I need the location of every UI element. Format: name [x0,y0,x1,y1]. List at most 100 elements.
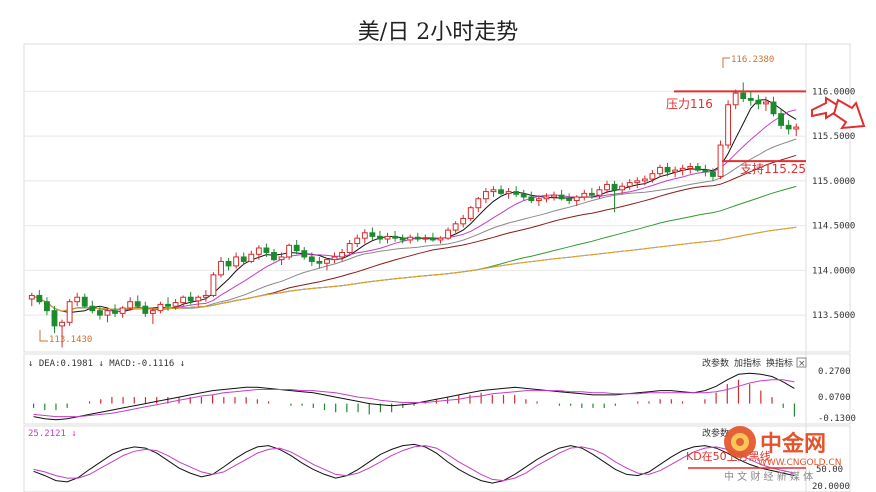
candle [127,297,134,311]
candle [725,100,732,149]
candle [339,248,346,262]
kd-header: 25.2121 ↓ [28,429,77,439]
candle [142,301,149,317]
trend-arrow-down [832,98,866,130]
candle [702,164,709,177]
ma-line-20 [31,138,797,312]
candle [316,256,323,269]
candle [437,236,444,244]
moving-average-lines [31,99,797,314]
candle [498,185,504,196]
candle [543,193,550,203]
candle [482,188,489,204]
candle [202,290,209,302]
candle [619,182,626,195]
candle [445,227,451,240]
candle [520,189,527,201]
candle [747,91,754,106]
macd-close-button[interactable] [796,357,807,368]
macd-histogram [32,379,796,417]
ma-line-10 [31,109,797,312]
candle [225,257,232,271]
candle [210,272,217,298]
macd-close-icon: × [798,359,806,369]
candle [331,252,338,264]
candle [346,239,353,257]
candle [134,295,141,308]
candle [604,180,610,194]
candle [793,123,800,137]
candle [240,252,247,266]
candle [172,299,179,310]
candle [36,290,43,305]
candle [475,196,482,213]
candle [717,140,724,180]
macd-axis-label-bottom: -0.1300 [818,414,856,424]
ma-line-60 [31,185,797,312]
candle [551,191,557,201]
candle [588,188,595,199]
candle [505,188,512,199]
candle [657,164,663,178]
candle [392,230,399,242]
watermark-brand: 中金网 [760,431,826,457]
price-grid [24,90,806,316]
high-marker [722,57,730,68]
candle [324,257,330,271]
watermark-logo [724,426,756,458]
candle [361,229,368,244]
candle [286,243,293,260]
candle [119,306,126,318]
candle [513,186,520,197]
low-marker [39,330,48,342]
price-tick-label: 115.5000 [812,132,855,142]
candle [218,256,224,278]
candle [51,306,58,334]
macd-panel-frame [23,353,851,425]
candle [694,162,701,172]
candle [112,304,118,317]
ma-line-5 [31,99,797,314]
candle [278,252,285,266]
candle [763,96,769,112]
candle [490,186,497,197]
candle [611,180,618,213]
candle [687,162,694,174]
candle [74,292,81,307]
candle [263,243,270,257]
resistance-label: 压力116 [666,97,713,111]
support-label: 支持115.25 [740,161,806,176]
candle [354,234,361,248]
candle [28,292,35,307]
candle [407,234,414,244]
macd-header: ↓ DEA:0.1981 ↓ MACD:-0.1116 ↓ [28,359,185,369]
candle [369,227,376,240]
candle [732,89,739,110]
candle [157,301,164,314]
macd-dif-line [33,372,795,421]
macd-axis-label-mid: 0.0700 [818,393,851,403]
candle [649,170,656,183]
price-tick-label: 114.0000 [812,266,855,276]
candle [626,179,633,190]
ma-line-120 [31,226,797,312]
candle [104,307,111,323]
candle [710,168,716,181]
candle [377,230,383,244]
candle [596,186,603,199]
kd-edit-params-button[interactable]: 改参数 [702,427,729,439]
candle [195,295,202,307]
kd-axis-label-20: 20.0000 [812,482,850,492]
candle [679,164,686,176]
candle [770,96,777,117]
price-tick-label: 115.0000 [812,177,855,187]
candle [187,291,194,305]
candle [89,300,96,314]
candle [399,234,406,244]
price-axis: 113.5000 114.0000 114.5000 115.0000 115.5000… [812,87,855,321]
candle [452,221,459,233]
macd-edit-params-button[interactable]: 改参数 [702,357,729,369]
candle [293,239,300,255]
macd-add-indicator-button[interactable]: 加指标 [734,357,761,369]
macd-switch-indicator-button[interactable]: 换指标 [766,357,793,369]
